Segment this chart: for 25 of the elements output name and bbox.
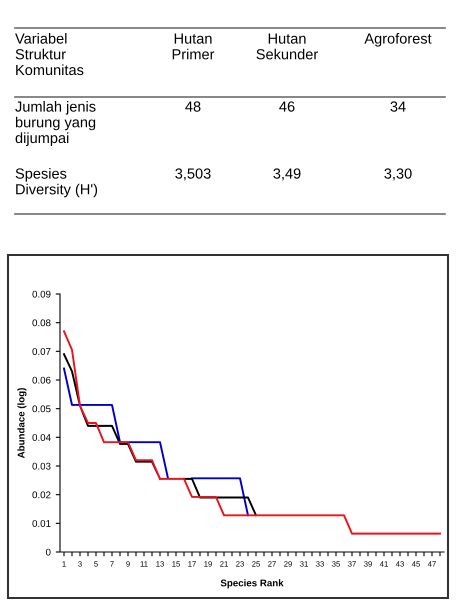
text: Spesies Diversity (H') — [16, 168, 98, 198]
text: Variabel Struktur Komunitas — [15, 33, 84, 76]
text: Hutan Sekunder — [256, 34, 318, 60]
line-series — [63, 330, 441, 535]
text: 34 — [390, 101, 406, 112]
text: 3,49 — [273, 168, 300, 180]
text: 46 — [279, 101, 294, 112]
y-tick-label: 0 — [46, 548, 51, 556]
y-tick-label: 0.04 — [32, 434, 51, 441]
text: Hutan Primer — [172, 34, 214, 60]
y-tick-label: 0.02 — [32, 491, 50, 498]
text: Jumlah jenis burung yang dijumpai — [15, 101, 96, 146]
y-axis-title: Abundace (log) — [17, 388, 26, 458]
y-tick-label: 0.01 — [32, 520, 50, 527]
text: 48 — [185, 101, 200, 112]
y-tick-label: 0.03 — [32, 462, 51, 470]
y-tick-label: 0.07 — [32, 348, 50, 355]
text: 3,30 — [384, 168, 412, 180]
y-tick-label: 0.05 — [32, 405, 51, 412]
y-tick-label: 0.09 — [32, 290, 51, 298]
text: 3,503 — [175, 168, 211, 180]
y-tick-label: 0.06 — [32, 376, 51, 384]
text: Agroforest — [364, 33, 432, 47]
x-axis-title: Species Rank — [220, 579, 284, 588]
y-tick-label: 0.08 — [32, 319, 51, 326]
